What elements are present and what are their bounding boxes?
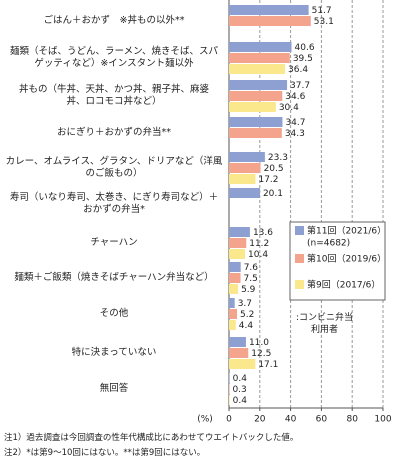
x-axis-label: (%) (197, 415, 213, 425)
x-tick-label: 60 (316, 415, 328, 425)
category-label: 特に決まっていない (71, 347, 157, 358)
value-label: 36.4 (288, 65, 308, 75)
legend-swatch (295, 226, 304, 235)
category-label: チャーハン (90, 237, 138, 248)
bar (229, 91, 283, 101)
bar (229, 53, 290, 63)
value-label: 53.1 (314, 17, 334, 27)
category-label: 寿司（いなり寿司、太巻き、にぎり寿司など）＋ おかずの弁当* (9, 192, 219, 215)
bar (229, 309, 238, 319)
bar (229, 373, 230, 383)
category-label: 麺類（そば、うどん、ラーメン、焼きそば、スパ ゲッティなど）※インスタント麺以外 (9, 46, 219, 69)
bar (229, 337, 246, 347)
x-tick-label: 40 (285, 415, 297, 425)
value-label: 5.2 (240, 310, 254, 320)
legend-swatch (295, 280, 304, 289)
note: 注1）過去調査は今回調査の性年代構成比にあわせてウエイトバックした値。 (4, 433, 299, 443)
value-label: 11.0 (249, 338, 269, 348)
value-label: 4.4 (239, 321, 254, 331)
bar (229, 80, 288, 90)
category-label: おにぎり＋おかずの弁当** (56, 127, 171, 138)
x-tick-label: 100 (374, 415, 391, 425)
category-label: その他 (99, 308, 129, 319)
category-label: 丼もの（牛丼、天丼、かつ丼、親子丼、麻婆 丼、ロコモコ丼など） (18, 84, 209, 107)
bar (229, 359, 256, 369)
value-label: 13.6 (253, 228, 273, 238)
value-label: 51.7 (312, 6, 332, 16)
bar (229, 5, 309, 15)
value-label: 10.4 (248, 250, 268, 260)
bar (229, 249, 246, 259)
x-tick-label: 0 (226, 415, 232, 425)
bar (229, 320, 236, 330)
value-label: 20.5 (264, 164, 284, 174)
value-label: 40.6 (295, 43, 315, 53)
category-label: ごはん＋おかず ※丼もの以外** (43, 15, 185, 26)
value-label: 11.2 (249, 239, 269, 249)
value-label: 34.3 (285, 129, 305, 139)
value-label: 37.7 (290, 81, 310, 91)
bar (229, 273, 241, 283)
category-label: カレー、オムライス、グラタン、ドリアなど（洋風 のご飯もの） (5, 156, 223, 179)
value-label: 5.9 (241, 285, 256, 295)
bar (229, 395, 230, 405)
note: 注2）*は第9～10回にはない。**は第9回にはない。 (4, 448, 206, 458)
value-label: 17.2 (258, 175, 278, 185)
legend-box (289, 221, 386, 301)
value-label: 34.7 (285, 118, 305, 128)
bar (229, 42, 292, 52)
bar (229, 262, 241, 272)
bar (229, 298, 235, 308)
bar (229, 152, 265, 162)
legend-note: (n=4682) (307, 239, 350, 249)
value-label: 0.4 (233, 374, 248, 384)
bar (229, 163, 261, 173)
bar (229, 188, 260, 198)
value-label: 3.7 (238, 299, 252, 309)
category-label: 無回答 (99, 383, 129, 394)
value-label: 34.6 (285, 92, 305, 102)
bar (229, 238, 247, 248)
bar (229, 117, 283, 127)
legend-swatch (295, 254, 304, 263)
x-tick-label: 80 (346, 415, 358, 425)
bar (229, 102, 276, 112)
bar (229, 284, 239, 294)
value-label: 23.3 (268, 153, 288, 163)
value-label: 30.4 (279, 103, 299, 113)
legend-label: 第9回（2017/6） (307, 279, 380, 291)
annotation: :コンビニ弁当 利用者 (296, 313, 354, 335)
value-label: 0.4 (233, 396, 248, 406)
legend-label: 第10回（2019/6） (307, 253, 386, 265)
legend-label: 第11回（2021/6） (307, 225, 386, 237)
category-label: 麺類＋ご飯類（焼きそばチャーハン弁当など） (14, 272, 214, 283)
value-label: 12.5 (251, 349, 271, 359)
value-label: 17.1 (258, 360, 278, 370)
bar (229, 174, 256, 184)
value-label: 20.1 (263, 189, 283, 199)
bar (229, 16, 311, 26)
bar (229, 348, 249, 358)
bar (229, 64, 286, 74)
x-tick-label: 20 (254, 415, 266, 425)
bar (229, 128, 282, 138)
value-label: 39.5 (293, 54, 313, 64)
value-label: 7.6 (244, 263, 259, 273)
value-label: 7.5 (244, 274, 258, 284)
bar (229, 227, 250, 237)
value-label: 0.3 (232, 385, 246, 395)
